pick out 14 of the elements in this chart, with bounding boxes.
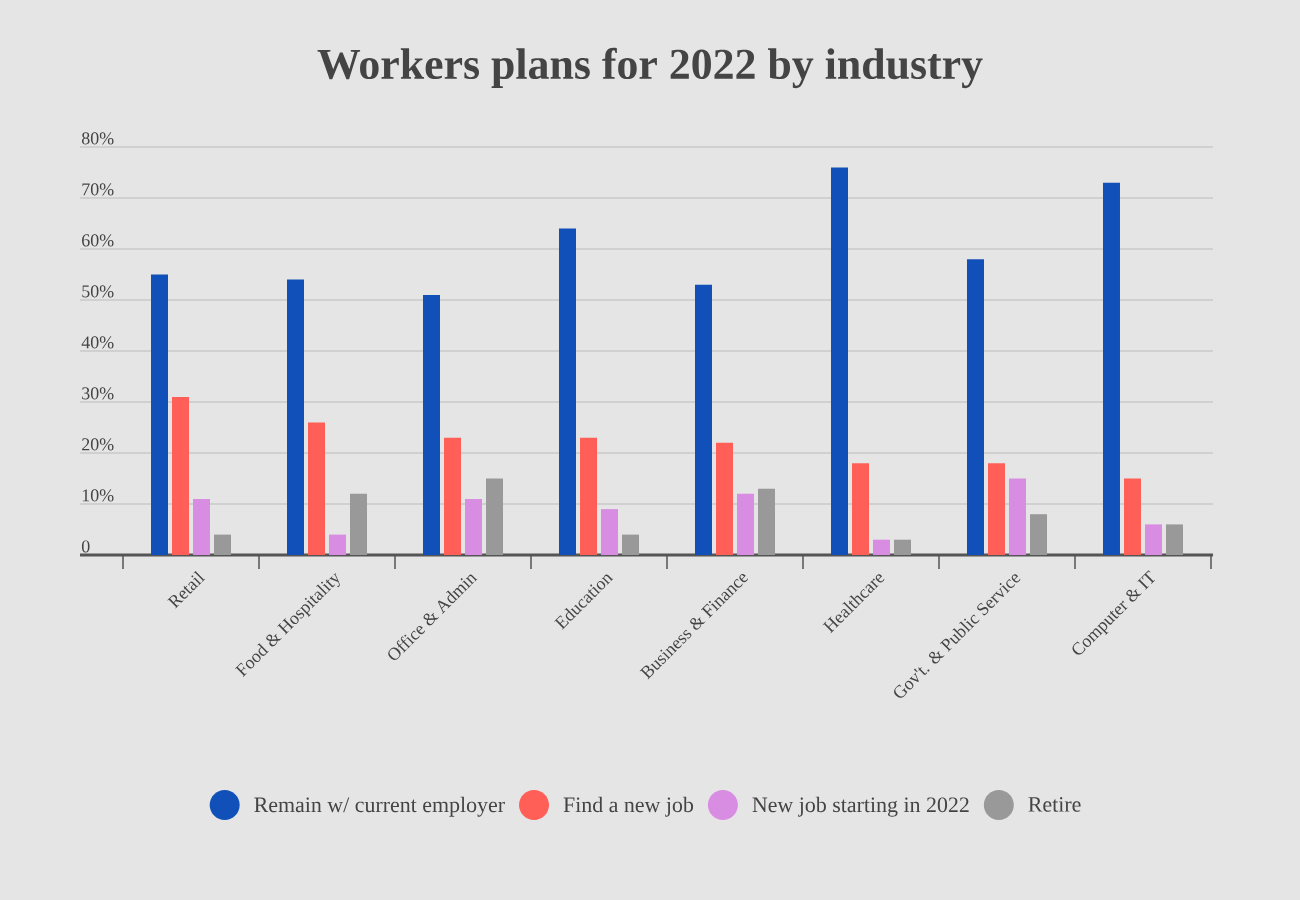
y-tick-label: 20% — [82, 438, 114, 451]
legend-label: New job starting in 2022 — [752, 796, 969, 817]
y-tick-label: 70% — [82, 183, 114, 196]
y-tick-label: 60% — [82, 234, 114, 247]
legend-label: Find a new job — [563, 796, 694, 817]
y-tick-label: 10% — [82, 489, 114, 502]
y-tick-label: 50% — [82, 285, 114, 298]
legend-label: Retire — [1028, 797, 1081, 812]
y-tick-label: 0 — [81, 540, 90, 553]
y-tick-label: 30% — [82, 387, 114, 400]
y-tick-label: 80% — [81, 132, 114, 145]
chart-title: Workers plans for 2022 by industry — [317, 47, 983, 89]
legend-label: Remain w/ current employer — [254, 796, 505, 817]
y-tick-label: 40% — [81, 336, 114, 349]
